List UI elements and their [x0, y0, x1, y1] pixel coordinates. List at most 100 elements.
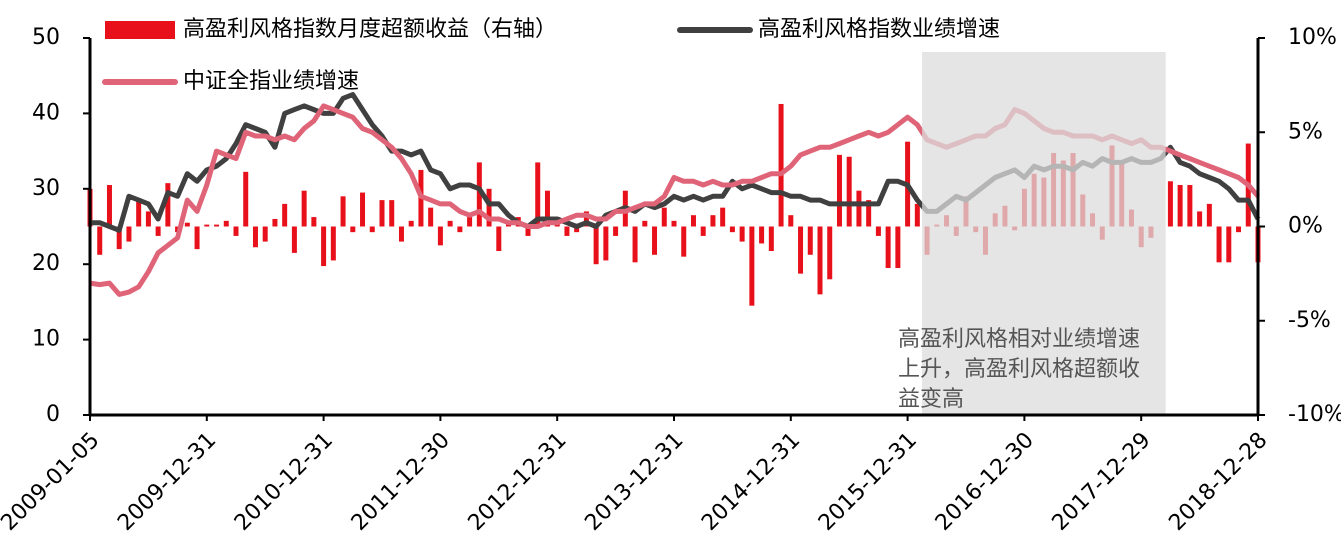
bar	[116, 226, 122, 250]
bar	[632, 226, 638, 263]
bar	[496, 226, 502, 252]
bar	[301, 190, 307, 227]
bar	[866, 200, 872, 227]
bar	[856, 190, 862, 227]
bar	[476, 162, 482, 227]
legend-swatch	[105, 21, 175, 39]
bar	[885, 226, 891, 268]
bar	[389, 200, 395, 227]
y-tick-label: 40	[32, 100, 60, 125]
bar	[243, 171, 249, 227]
bar	[194, 226, 200, 250]
bar	[817, 226, 823, 295]
y-tick-label: 50	[32, 25, 60, 50]
y2-tick-label: 10%	[1288, 25, 1337, 50]
bar	[1236, 226, 1242, 233]
x-tick-label: 2013-12-31	[580, 428, 688, 536]
x-tick-label: 2009-01-05	[0, 428, 104, 536]
bar	[262, 226, 268, 242]
bar	[593, 226, 599, 265]
x-tick-label: 2016-12-30	[931, 428, 1039, 536]
bar	[97, 226, 103, 255]
bar	[360, 192, 366, 227]
x-tick-label: 2017-12-29	[1048, 428, 1156, 536]
x-tick-label: 2015-12-31	[814, 428, 922, 536]
bar	[564, 226, 570, 236]
bar	[778, 103, 784, 227]
bar	[252, 226, 258, 248]
x-tick-label: 2014-12-31	[697, 428, 805, 536]
bar	[1197, 211, 1203, 227]
bar	[204, 224, 210, 227]
bar	[486, 188, 492, 227]
bar	[214, 224, 220, 227]
y2-tick-label: -5%	[1288, 308, 1331, 333]
bar	[428, 207, 434, 227]
bar	[291, 226, 297, 253]
bar	[671, 220, 677, 227]
bar	[846, 156, 852, 227]
bar	[535, 162, 541, 227]
x-tick-label: 2009-12-31	[113, 428, 221, 536]
bar	[272, 218, 278, 227]
bar	[739, 226, 745, 242]
y2-tick-label: 0%	[1288, 214, 1323, 239]
bar	[321, 226, 327, 267]
bar	[875, 226, 881, 236]
annotation: 上升，高盈利风格超额收	[898, 357, 1140, 382]
y-tick-label: 10	[32, 327, 60, 352]
bar	[184, 222, 190, 227]
bar	[788, 215, 794, 227]
bar	[457, 226, 463, 233]
bar	[759, 226, 765, 244]
bar	[145, 211, 151, 227]
bar	[330, 226, 336, 261]
bar	[729, 226, 735, 233]
bar	[827, 226, 833, 280]
bar	[544, 190, 550, 227]
bar	[408, 220, 414, 227]
legend-label: 中证全指业绩增速	[183, 69, 359, 94]
bar	[914, 203, 920, 227]
bar	[282, 203, 288, 227]
y-tick-label: 20	[32, 251, 60, 276]
bar	[126, 226, 132, 242]
annotation: 益变高	[898, 387, 964, 412]
bar	[836, 154, 842, 227]
bar	[652, 226, 658, 255]
y2-tick-label: 5%	[1288, 119, 1323, 144]
x-tick-label: 2012-12-31	[464, 428, 572, 536]
bar	[1177, 185, 1183, 227]
bar	[369, 226, 375, 233]
bar	[340, 196, 346, 227]
bar	[447, 220, 453, 227]
bar	[574, 226, 580, 233]
bar	[661, 207, 667, 227]
bar	[798, 226, 804, 274]
y2-tick-label: -10%	[1288, 402, 1341, 427]
bar	[1216, 226, 1222, 263]
bar	[223, 220, 229, 227]
bar	[583, 211, 589, 227]
x-tick-label: 2011-12-30	[347, 428, 455, 536]
bar	[525, 226, 531, 236]
legend-label: 高盈利风格指数业绩增速	[758, 17, 1000, 42]
bar	[1206, 203, 1212, 227]
x-tick-label: 2010-12-31	[230, 428, 338, 536]
bar	[1226, 226, 1232, 263]
bar	[720, 207, 726, 227]
bar	[311, 217, 317, 227]
bar	[603, 226, 609, 261]
bar	[895, 226, 901, 268]
bar	[136, 198, 142, 227]
bar	[613, 226, 619, 236]
bar	[700, 226, 706, 236]
bar	[642, 220, 648, 227]
x-tick-label: 2018-12-28	[1164, 428, 1272, 536]
bar	[155, 226, 161, 236]
y-tick-label: 30	[32, 176, 60, 201]
bar	[807, 226, 813, 255]
y-tick-label: 0	[46, 402, 60, 427]
bar	[106, 185, 112, 227]
